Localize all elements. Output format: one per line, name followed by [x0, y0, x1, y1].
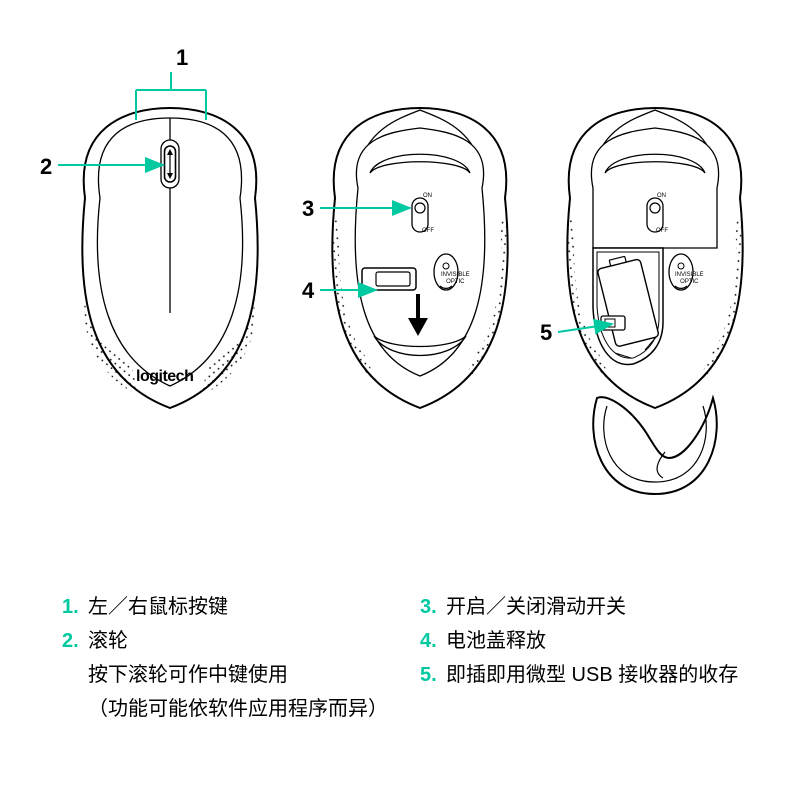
sensor-label-m2: INVISIBLE OPTIC	[441, 272, 470, 286]
callout-number-5: 5	[540, 320, 552, 346]
callout-number-3: 3	[302, 196, 314, 222]
legend-text: 左／右鼠标按键	[88, 590, 228, 624]
sensor-label-m3: INVISIBLE OPTIC	[675, 272, 704, 286]
legend-num: 2.	[62, 624, 88, 658]
legend-left: 1. 左／右鼠标按键 2. 滚轮 按下滚轮可作中键使用 （功能可能依软件应用程序…	[62, 590, 388, 726]
legend-subtext: 按下滚轮可作中键使用	[88, 658, 388, 692]
legend-num: 1.	[62, 590, 88, 624]
legend-subtext: （功能可能依软件应用程序而异）	[88, 692, 388, 726]
legend-text: 即插即用微型 USB 接收器的收存	[446, 658, 738, 692]
diagram-stage: 1 2 3 4 5 logitech ON OFF ON OFF INVISIB…	[0, 0, 800, 800]
legend-item-2: 2. 滚轮	[62, 624, 388, 658]
switch-off-label-m3: OFF	[656, 228, 668, 235]
legend-text: 开启／关闭滑动开关	[446, 590, 626, 624]
callout-number-1: 1	[176, 45, 188, 71]
legend-text: 电池盖释放	[446, 624, 546, 658]
mouse-bottom-view	[332, 108, 507, 408]
legend-item-4: 4. 电池盖释放	[420, 624, 738, 658]
callout-number-4: 4	[302, 278, 314, 304]
brand-label: logitech	[136, 368, 193, 386]
callout-number-2: 2	[40, 154, 52, 180]
legend-text: 滚轮	[88, 624, 128, 658]
legend-item-1: 1. 左／右鼠标按键	[62, 590, 388, 624]
legend-right: 3. 开启／关闭滑动开关 4. 电池盖释放 5. 即插即用微型 USB 接收器的…	[420, 590, 738, 692]
mouse-top-view	[82, 108, 257, 408]
legend-num: 3.	[420, 590, 446, 624]
mouse-bottom-open-view	[567, 108, 742, 494]
switch-off-label-m2: OFF	[422, 228, 434, 235]
switch-on-label-m2: ON	[423, 193, 432, 200]
legend-item-3: 3. 开启／关闭滑动开关	[420, 590, 738, 624]
switch-on-label-m3: ON	[657, 193, 666, 200]
legend-num: 4.	[420, 624, 446, 658]
legend-num: 5.	[420, 658, 446, 692]
legend-item-5: 5. 即插即用微型 USB 接收器的收存	[420, 658, 738, 692]
